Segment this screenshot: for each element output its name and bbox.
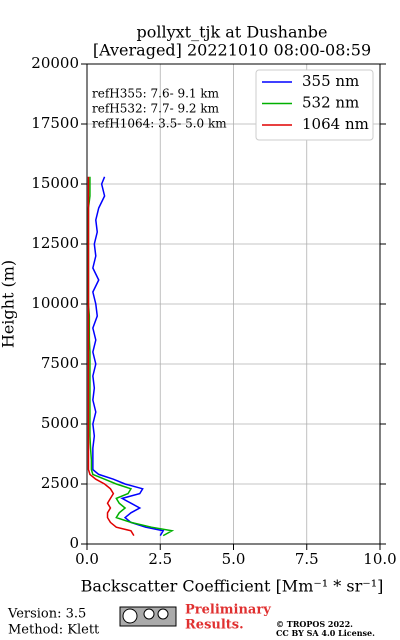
y-axis-label: Height (m) bbox=[0, 260, 18, 348]
y-tick-label: 10000 bbox=[31, 294, 79, 312]
y-tick-label: 7500 bbox=[41, 354, 79, 372]
x-tick-label: 0.0 bbox=[75, 550, 99, 568]
y-tick-label: 15000 bbox=[31, 174, 79, 192]
x-tick-label: 7.5 bbox=[295, 550, 319, 568]
y-tick-label: 20000 bbox=[31, 54, 79, 72]
copyright: CC BY SA 4.0 License. bbox=[276, 628, 375, 638]
data-line bbox=[92, 176, 165, 536]
preliminary: Preliminary bbox=[185, 603, 271, 618]
license-logo bbox=[119, 606, 177, 627]
annotation: refH355: 7.6- 9.1 km bbox=[92, 87, 220, 101]
data-line bbox=[87, 176, 135, 536]
version: Version: 3.5 bbox=[7, 607, 86, 622]
legend-label: 355 nm bbox=[302, 72, 359, 90]
x-axis-label: Backscatter Coefficient [Mm⁻¹ * sr⁻¹] bbox=[81, 577, 384, 596]
annotation: refH532: 7.7- 9.2 km bbox=[92, 102, 220, 116]
annotation: refH1064: 3.5- 5.0 km bbox=[92, 117, 227, 131]
y-tick-label: 12500 bbox=[31, 234, 79, 252]
legend: 355 nm 532 nm 1064 nm bbox=[255, 69, 374, 141]
y-tick-label: 2500 bbox=[41, 474, 79, 492]
legend-label: 532 nm bbox=[302, 94, 359, 112]
y-tick-label: 17500 bbox=[31, 114, 79, 132]
chart-title: [Averaged] 20221010 08:00-08:59 bbox=[93, 41, 371, 60]
y-tick-label: 5000 bbox=[41, 414, 79, 432]
preliminary: Results. bbox=[185, 618, 244, 633]
x-tick-label: 10.0 bbox=[363, 550, 396, 568]
x-tick-label: 2.5 bbox=[148, 550, 172, 568]
x-tick-label: 5.0 bbox=[222, 550, 246, 568]
copyright: © TROPOS 2022. bbox=[276, 619, 353, 629]
y-tick-label: 0 bbox=[69, 534, 79, 552]
chart-title: pollyxt_tjk at Dushanbe bbox=[136, 23, 327, 42]
legend-frame bbox=[255, 69, 374, 141]
plot-frame bbox=[86, 63, 381, 545]
legend-label: 1064 nm bbox=[302, 115, 369, 133]
method: Method: Klett bbox=[8, 623, 100, 638]
